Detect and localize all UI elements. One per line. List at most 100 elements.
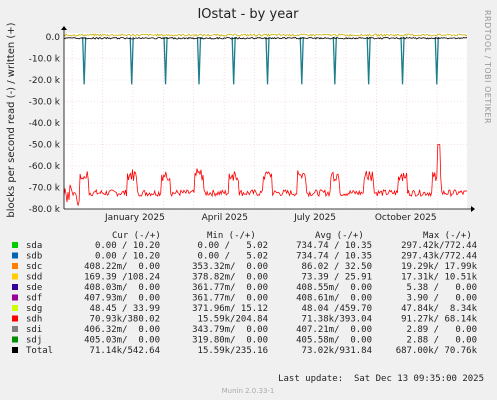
legend-max-sde: 5.38 / 0.00 xyxy=(407,283,477,293)
x-axis-arrow xyxy=(471,206,475,212)
y-tick-label: -50.0 k xyxy=(29,141,61,151)
legend-name-sdi: sdi xyxy=(26,325,42,335)
sdb-spike xyxy=(196,36,202,85)
legend-avg-total: 73.02k/931.84 xyxy=(302,346,372,356)
legend-min-sdh: 15.59k/204.84 xyxy=(198,315,268,325)
legend-cur-sda: 0.00 / 10.20 xyxy=(95,241,160,251)
legend-swatch xyxy=(12,284,18,290)
legend-avg-sdj: 405.58m/ 0.00 xyxy=(296,336,372,346)
series-line-sdh xyxy=(63,144,468,206)
legend-name-sdd: sdd xyxy=(26,273,42,283)
legend-cur-sdf: 407.93m/ 0.00 xyxy=(84,294,160,304)
legend-swatch xyxy=(12,242,18,248)
grid xyxy=(64,33,467,210)
legend-cur-sdc: 408.22m/ 0.00 xyxy=(84,262,160,272)
y-tick-labels: 0.0 -10.0 k -20.0 k -30.0 k -40.0 k -50.0 k -6… xyxy=(29,33,61,215)
legend-cur-total: 71.14k/542.64 xyxy=(90,346,160,356)
legend-max-sdb: 297.43k/772.44 xyxy=(401,252,477,262)
legend-max-sdg: 47.84k/ 8.34k xyxy=(401,304,477,314)
legend-name-total: Total xyxy=(26,346,53,356)
legend-cur-sdi: 406.32m/ 0.00 xyxy=(84,325,160,335)
legend-header-avg: Avg (-/+) xyxy=(315,231,364,241)
legend-name-sde: sde xyxy=(26,283,42,293)
legend-max-sdj: 2.88 / 0.00 xyxy=(407,336,477,346)
legend-min-sdc: 353.32m/ 0.00 xyxy=(192,262,268,272)
sdb-spike xyxy=(434,36,439,85)
y-tick-label: -60.0 k xyxy=(29,162,61,172)
x-tick-label: July 2025 xyxy=(293,213,336,223)
legend-min-sdf: 361.77m/ 0.00 xyxy=(192,294,268,304)
legend-swatch xyxy=(12,252,18,259)
x-tick-labels: January 2025 April 2025 July 2025 October 2… xyxy=(104,213,437,223)
y-tick-label: -80.0 k xyxy=(29,205,61,215)
legend-max-sda: 297.42k/772.44 xyxy=(401,241,477,251)
y-tick-label: -10.0 k xyxy=(29,55,61,65)
legend-swatch xyxy=(12,347,18,353)
sdb-spike xyxy=(299,36,304,85)
legend-swatch xyxy=(12,336,18,343)
sdb-spike xyxy=(366,36,371,85)
legend-max-total: 687.00k/ 70.76k xyxy=(396,346,478,356)
series-line-total xyxy=(63,36,468,40)
series-sdb xyxy=(82,36,439,85)
axes xyxy=(61,26,475,212)
legend-name-sdh: sdh xyxy=(26,315,42,325)
series-line-sdd xyxy=(63,33,468,37)
legend-swatch xyxy=(12,273,18,280)
legend-min-sdg: 371.96m/ 15.12 xyxy=(192,304,268,314)
legend-name-sdf: sdf xyxy=(26,294,42,304)
legend-name-sdg: sdg xyxy=(26,304,42,314)
sdb-spike xyxy=(231,36,236,85)
legend-header-cur: Cur (-/+) xyxy=(112,231,161,241)
side-label: RRDTOOL / TOBI OETIKER xyxy=(483,10,492,124)
series-top-band xyxy=(63,33,468,40)
legend-swatch xyxy=(12,326,18,332)
munin-version: Munin 2.0.33-1 xyxy=(222,387,275,395)
x-tick-label: October 2025 xyxy=(375,213,437,223)
x-tick-label: April 2025 xyxy=(202,213,248,223)
legend-max-sdc: 19.29k/ 17.99k xyxy=(401,262,477,272)
y-tick-label: -30.0 k xyxy=(29,98,61,108)
legend-max-sdf: 3.90 / 0.00 xyxy=(407,294,477,304)
legend-name-sdc: sdc xyxy=(26,262,42,272)
y-axis-arrow xyxy=(61,26,67,30)
sdb-spike xyxy=(82,36,87,85)
legend-cur-sdg: 48.45 / 33.99 xyxy=(90,304,160,314)
x-tick-label: January 2025 xyxy=(104,213,165,223)
legend-cur-sdb: 0.00 / 10.20 xyxy=(95,252,160,262)
chart-title: IOstat - by year xyxy=(197,7,299,22)
y-tick-label: -70.0 k xyxy=(29,184,61,194)
y-tick-label: 0.0 xyxy=(46,33,61,43)
legend-min-total: 15.59k/235.16 xyxy=(198,346,268,356)
sdb-spike xyxy=(332,36,337,85)
legend-cur-sdh: 70.93k/380.02 xyxy=(90,315,160,325)
legend-max-sdh: 91.27k/ 68.14k xyxy=(401,315,477,325)
legend-avg-sda: 734.74 / 10.35 xyxy=(296,241,372,251)
sdb-spike xyxy=(163,36,168,85)
legend-min-sda: 0.00 / 5.02 xyxy=(198,241,268,251)
legend-avg-sdb: 734.74 / 10.35 xyxy=(296,252,372,262)
sdb-spike xyxy=(400,36,405,85)
legend-cur-sdd: 169.39 /108.24 xyxy=(84,273,160,283)
legend-min-sdi: 343.79m/ 0.00 xyxy=(192,325,268,335)
y-axis-label: blocks per second read (-) / written (+) xyxy=(6,22,17,217)
legend-swatch xyxy=(12,294,18,301)
legend-header-max: Max (-/+) xyxy=(423,231,472,241)
legend-avg-sdi: 407.21m/ 0.00 xyxy=(296,325,372,335)
legend-cur-sde: 408.03m/ 0.00 xyxy=(84,283,160,293)
legend-name-sdb: sdb xyxy=(26,252,42,262)
legend-header-min: Min (-/+) xyxy=(207,231,256,241)
legend-min-sdd: 378.82m/ 0.00 xyxy=(192,273,268,283)
sdb-spike xyxy=(265,36,270,85)
legend-swatch xyxy=(12,263,18,269)
last-update: Last update: Sat Dec 13 09:35:00 2025 xyxy=(278,374,484,384)
legend-name-sda: sda xyxy=(26,241,42,251)
legend-swatch xyxy=(12,305,18,311)
legend-avg-sdh: 71.38k/393.04 xyxy=(302,315,372,325)
legend-avg-sdd: 73.39 / 25.91 xyxy=(302,273,372,283)
series-sdh xyxy=(63,144,468,206)
legend-cur-sdj: 405.03m/ 0.00 xyxy=(84,336,160,346)
y-tick-label: -40.0 k xyxy=(29,119,61,129)
legend-min-sdb: 0.00 / 5.02 xyxy=(198,252,268,262)
